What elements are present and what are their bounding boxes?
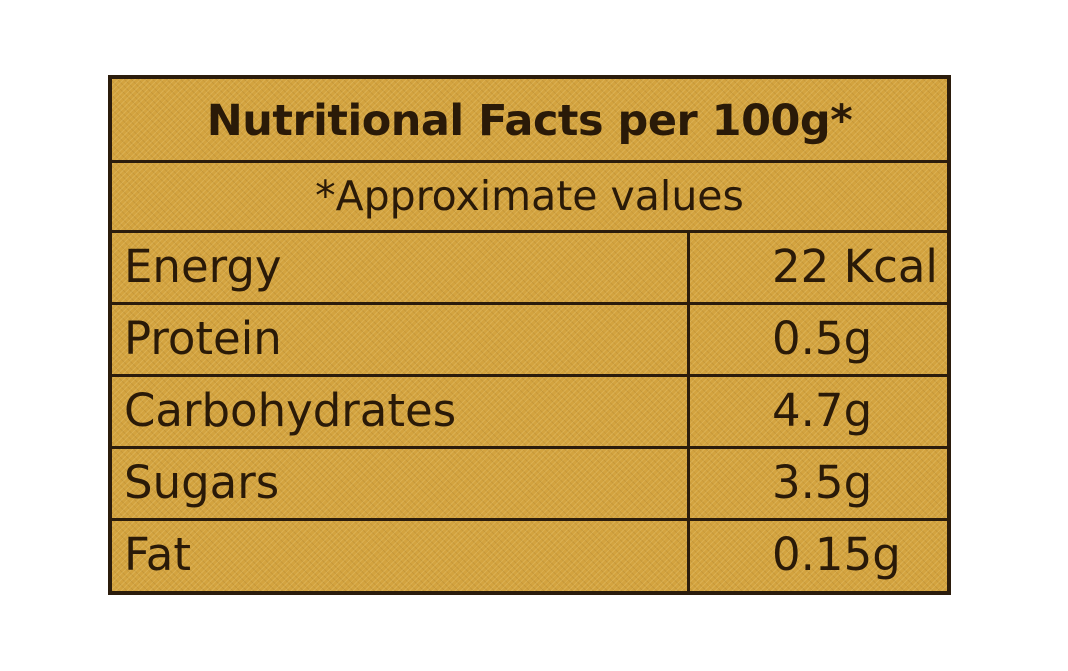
nutrient-table: Energy 22 Kcal Protein 0.5g Carbohydrate… [112,233,947,591]
nutrition-title: Nutritional Facts per 100g* [206,96,853,146]
nutrition-facts-panel: Nutritional Facts per 100g* *Approximate… [108,75,951,595]
nutrient-amount: 0.15g [772,528,901,581]
nutrient-amount: 22 Kcal [772,240,938,293]
approximate-values-note: *Approximate values [315,172,744,220]
nutrient-name: Protein [112,305,690,374]
nutrient-amount: 4.7g [772,384,873,437]
nutrient-amount: 0.5g [772,312,873,365]
nutrient-name: Energy [112,233,690,302]
nutrient-name: Sugars [112,449,690,518]
nutrient-row-fat: Fat 0.15g [112,521,947,591]
nutrient-name: Fat [112,521,690,591]
nutrient-name: Carbohydrates [112,377,690,446]
nutrient-row-sugars: Sugars 3.5g [112,449,947,521]
nutrient-row-energy: Energy 22 Kcal [112,233,947,305]
title-row: Nutritional Facts per 100g* [112,79,947,163]
subtitle-row: *Approximate values [112,163,947,233]
nutrient-row-protein: Protein 0.5g [112,305,947,377]
nutrient-amount: 3.5g [772,456,873,509]
nutrient-row-carbohydrates: Carbohydrates 4.7g [112,377,947,449]
